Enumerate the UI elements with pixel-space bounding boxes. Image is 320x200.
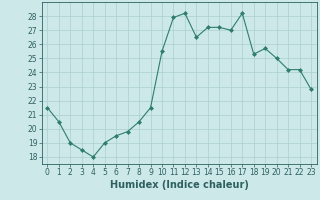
- X-axis label: Humidex (Indice chaleur): Humidex (Indice chaleur): [110, 180, 249, 190]
